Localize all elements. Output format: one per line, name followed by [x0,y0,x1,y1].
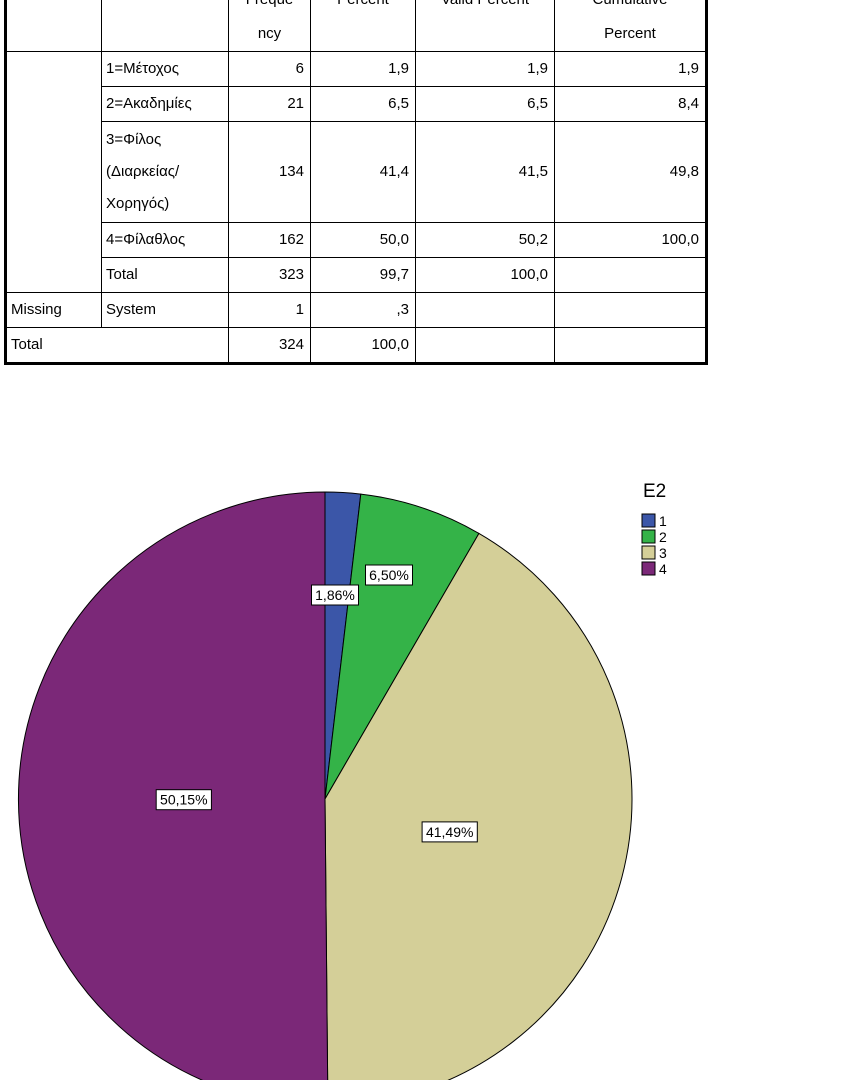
missing-row: Missing System 1 ,3 [5,292,707,328]
row-label-line: (Διαρκείας/ [106,163,180,180]
row-label: 3=Φίλος (Διαρκείας/ Χορηγός) [101,121,229,223]
row-cumulative: 49,8 [554,121,707,223]
legend-item-2: 2 [641,529,667,545]
row-cumulative [554,257,707,293]
row-frequency: 6 [228,51,311,87]
total-frequency: 324 [228,327,311,364]
svg-text:4: 4 [659,561,667,577]
svg-text:1,86%: 1,86% [315,587,355,603]
empty-cell [554,292,707,328]
row-percent: 50,0 [310,222,416,258]
missing-label: System [101,292,229,328]
row-label: 2=Ακαδημίες [101,86,229,122]
row-percent: 99,7 [310,257,416,293]
slice-label-1: 1,86% [311,584,359,606]
pie-slices [18,491,633,1080]
header-blank [101,0,229,52]
row-valid-percent: 6,5 [415,86,555,122]
row-label-line: 3=Φίλος [106,131,162,148]
row-percent: 6,5 [310,86,416,122]
header-percent: Percent [310,0,416,52]
pie-slice-2 [324,493,480,800]
valid-group-cell [5,51,102,293]
header-cumulative-line1: Cumulative [561,0,699,17]
table-row: Total 323 99,7 100,0 [6,257,707,293]
pie-slice-labels: 1,86% 6,50% 41,49% 50,15% [155,564,478,843]
slice-label-3: 41,49% [421,821,478,843]
empty-cell [415,292,555,328]
missing-frequency: 1 [228,292,311,328]
legend-item-3: 3 [641,545,667,561]
row-valid-percent: 50,2 [415,222,555,258]
header-percent-label: Percent [317,0,409,17]
missing-percent: ,3 [310,292,416,328]
row-frequency: 21 [228,86,311,122]
total-label: Total [5,327,229,364]
row-label: 4=Φίλαθλος [101,222,229,258]
slice-label-4: 50,15% [155,789,212,811]
row-cumulative: 100,0 [554,222,707,258]
empty-cell [415,327,555,364]
row-frequency: 162 [228,222,311,258]
svg-text:3: 3 [659,545,667,561]
row-valid-percent: 1,9 [415,51,555,87]
svg-text:1: 1 [659,513,667,529]
row-valid-percent: 41,5 [415,121,555,223]
header-frequency-line1: Freque [235,0,304,17]
row-label: 1=Μέτοχος [101,51,229,87]
legend-item-4: 4 [641,561,667,577]
empty-cell [554,327,707,364]
header-valid-percent-label: Valid Percent [422,0,548,17]
row-percent: 41,4 [310,121,416,223]
row-label: Total [101,257,229,293]
header-blank [5,0,102,52]
svg-text:2: 2 [659,529,667,545]
legend-title: E2 [643,481,666,502]
header-valid-percent: Valid Percent [415,0,555,52]
header-frequency: Freque ncy [228,0,311,52]
svg-text:41,49%: 41,49% [426,824,473,840]
row-valid-percent: 100,0 [415,257,555,293]
header-frequency-line2: ncy [257,25,282,42]
slice-label-2: 6,50% [365,564,413,586]
header-row: Freque ncy Percent Valid Percent Cumulat… [5,0,707,52]
header-cumulative-line2: Percent [604,25,656,42]
pie-slice-4 [18,491,329,1080]
svg-text:6,50%: 6,50% [369,567,409,583]
table-row: 4=Φίλαθλος 162 50,0 50,2 100,0 [6,222,707,258]
frequency-table: Freque ncy Percent Valid Percent Cumulat… [4,0,708,365]
table-row: 2=Ακαδημίες 21 6,5 6,5 8,4 [6,86,707,122]
row-frequency: 323 [228,257,311,293]
row-cumulative: 8,4 [554,86,707,122]
table-row: 1=Μέτοχος 6 1,9 1,9 1,9 [5,51,707,293]
row-cumulative: 1,9 [554,51,707,87]
row-frequency: 134 [228,121,311,223]
total-row: Total 324 100,0 [5,327,707,364]
missing-group-label: Missing [5,292,102,328]
row-label-line: Χορηγός) [106,195,170,212]
svg-text:50,15%: 50,15% [160,792,207,808]
total-percent: 100,0 [310,327,416,364]
legend-item-1: 1 [641,513,667,529]
pie-slice-3 [324,532,633,1080]
header-cumulative-percent: Cumulative Percent [554,0,707,52]
table-row: 3=Φίλος (Διαρκείας/ Χορηγός) 134 41,4 41… [6,121,707,223]
row-percent: 1,9 [310,51,416,87]
